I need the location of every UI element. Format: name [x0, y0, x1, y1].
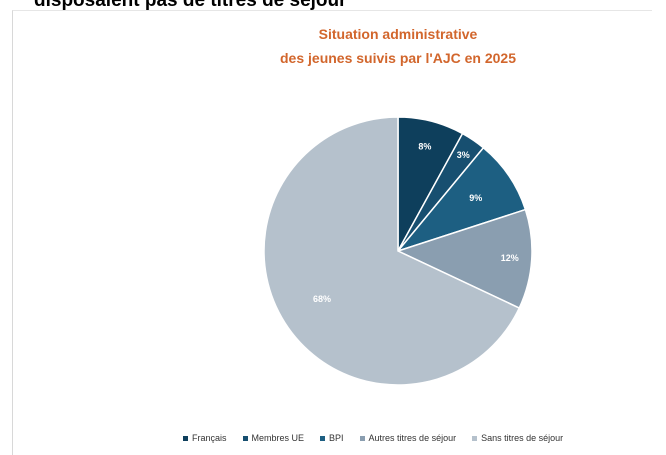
chart-title: Situation administrative — [318, 26, 478, 42]
slice-label-1: 8% — [418, 141, 431, 151]
pie-slice-5 — [263, 116, 521, 386]
chart-subtitle: des jeunes suivis par l'AJC en 2025 — [280, 50, 516, 66]
legend-label: BPI — [329, 433, 344, 443]
legend-swatch-icon — [183, 435, 188, 441]
legend-label: Français — [192, 433, 227, 443]
legend-swatch-icon — [320, 435, 326, 441]
legend-label: Autres titres de séjour — [368, 433, 457, 443]
legend-item: Autres titres de séjour — [359, 433, 457, 443]
chart-frame — [12, 10, 652, 455]
slice-label-2: 3% — [457, 150, 470, 160]
legend-item: Membres UE — [242, 433, 305, 443]
legend-swatch-icon — [242, 435, 248, 441]
legend-item: BPI — [320, 433, 344, 443]
pie-slice-4 — [395, 208, 533, 310]
chart-legend: Français Membres UE BPI Autres titres de sé… — [183, 433, 563, 443]
slice-label-4: 12% — [501, 253, 519, 263]
legend-label: Sans titres de séjour — [481, 433, 564, 443]
legend-item: Sans titres de séjour — [472, 433, 563, 443]
legend-label: Membres UE — [251, 433, 305, 443]
legend-swatch-icon — [472, 435, 478, 441]
slice-label-3: 9% — [469, 193, 482, 203]
legend-item: Français — [183, 433, 227, 443]
legend-swatch-icon — [359, 435, 365, 441]
slice-label-5: 68% — [313, 294, 331, 304]
page-heading: disposaient pas de titres de séjour — [34, 0, 347, 11]
